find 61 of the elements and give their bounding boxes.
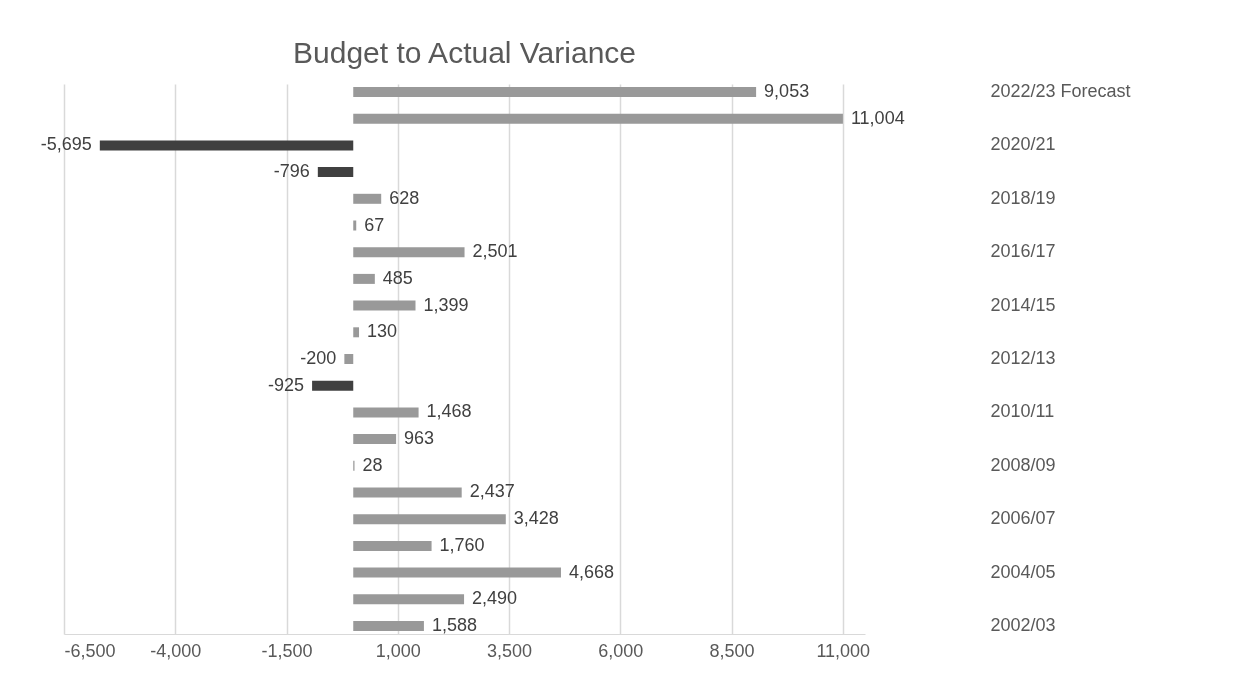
data-label: 963 [404,428,435,449]
data-label: 1,588 [431,614,477,635]
data-label: 28 [362,454,383,475]
data-label: 3,428 [513,508,559,529]
bar [353,540,432,551]
data-label: -796 [273,161,310,182]
data-label: 67 [364,214,385,235]
x-tick-label: 1,000 [375,640,421,661]
bar [353,87,757,98]
bar [312,380,354,391]
bar [353,434,397,445]
bar [353,273,375,284]
y-tick-label: 2002/03 [990,614,1056,635]
y-tick-label: 2012/13 [990,348,1056,368]
data-label: -5,695 [40,134,92,155]
data-label: 4,668 [568,561,615,582]
bar [353,327,360,338]
data-label: -925 [268,374,305,395]
bar [353,247,465,258]
y-tick-label: 2010/11 [990,401,1055,422]
bar [353,514,506,525]
chart-title: Budget to Actual Variance [292,35,637,69]
bar [353,407,419,418]
y-tick-label: 2016/17 [990,241,1056,262]
bar [353,113,843,124]
data-label: 11,004 [850,107,905,128]
y-tick-label: 2006/07 [990,508,1056,529]
data-label: 1,468 [426,401,472,422]
x-tick-label: -6,500 [64,640,116,661]
bar [353,594,465,605]
data-label: 2,490 [472,588,518,609]
x-tick-label: 8,500 [709,640,755,661]
data-label: 2,501 [472,241,518,262]
x-tick-label: -4,000 [150,640,202,661]
data-label: 9,053 [764,81,810,102]
data-label: 1,399 [423,294,469,315]
data-label: 628 [389,187,420,208]
y-tick-label: 2022/23 Forecast [990,81,1131,102]
y-tick-label: 2018/19 [990,187,1056,208]
bar [353,300,416,311]
bar [99,140,354,151]
bar [344,354,354,364]
data-label: 130 [367,321,398,342]
data-label: 1,760 [439,534,485,555]
x-tick-label: -1,500 [261,640,313,661]
bar [353,567,561,578]
bar [353,193,382,204]
bar [353,220,357,231]
bar [317,167,354,178]
data-label: -200 [300,348,337,368]
data-label: 485 [382,267,413,288]
x-tick-label: 11,000 [816,640,871,661]
y-tick-label: 2004/05 [990,561,1056,582]
y-tick-label: 2014/15 [990,294,1056,315]
x-tick-label: 3,500 [486,640,533,661]
bar [353,487,462,498]
bar [353,620,424,631]
x-tick-label: 6,000 [598,640,644,661]
y-tick-label: 2020/21 [990,134,1056,155]
data-label: 2,437 [469,481,515,502]
y-tick-label: 2008/09 [990,454,1056,475]
